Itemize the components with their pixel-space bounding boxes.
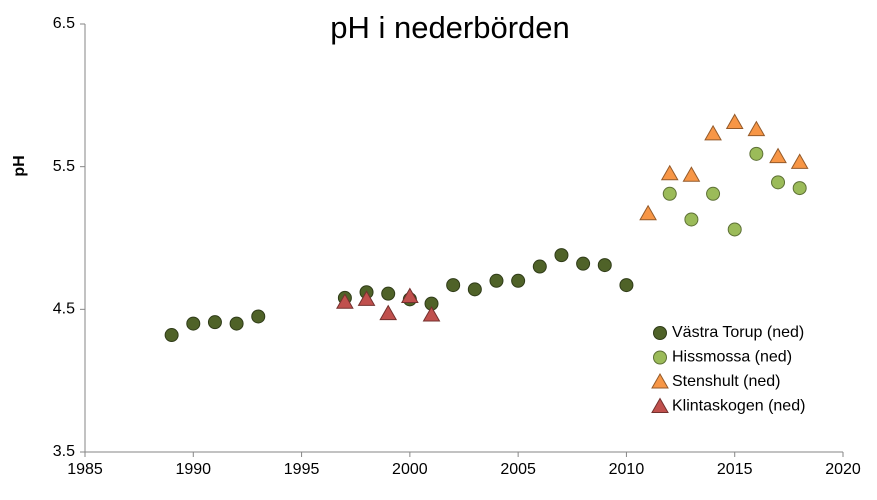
x-tick-label: 2005	[500, 461, 536, 478]
triangle-marker	[682, 166, 701, 182]
y-tick-label: 5.5	[53, 158, 75, 175]
chart-title: pH i nederbörden	[330, 10, 570, 45]
y-tick-label: 4.5	[53, 301, 75, 318]
legend-marker	[653, 326, 667, 340]
circle-marker	[511, 273, 526, 288]
triangle-marker	[422, 306, 441, 322]
circle-marker	[576, 256, 591, 271]
x-tick-label: 2020	[825, 461, 861, 478]
x-tick-label: 1995	[284, 461, 320, 478]
x-tick-label: 2010	[609, 461, 645, 478]
triangle-marker	[379, 304, 398, 321]
circle-marker	[251, 309, 266, 324]
circle-marker	[662, 186, 677, 201]
circle-marker	[792, 181, 807, 196]
triangle-marker	[790, 153, 809, 169]
triangle-marker	[704, 124, 722, 141]
triangle-marker	[639, 204, 657, 221]
circle-marker	[532, 259, 547, 274]
circle-marker	[446, 278, 461, 293]
circle-marker	[489, 273, 504, 288]
circle-marker	[684, 212, 699, 227]
triangle-marker	[400, 287, 419, 303]
legend-label: Hissmossa (ned)	[672, 349, 792, 366]
circle-marker	[771, 175, 786, 190]
legend-marker	[651, 397, 669, 413]
circle-marker	[597, 258, 612, 273]
legend-label: Klintaskogen (ned)	[672, 398, 805, 415]
x-tick-label: 2015	[717, 461, 753, 478]
triangle-marker	[357, 290, 376, 306]
circle-marker	[619, 278, 634, 293]
triangle-marker	[336, 293, 354, 309]
x-tick-label: 2000	[392, 461, 428, 478]
legend-marker	[651, 372, 669, 389]
circle-marker	[186, 316, 201, 331]
y-axis-label: pH	[11, 155, 28, 176]
circle-marker	[229, 316, 244, 331]
circle-marker	[467, 282, 482, 297]
circle-marker	[727, 222, 742, 237]
circle-marker	[554, 248, 569, 263]
triangle-marker	[747, 120, 766, 137]
triangle-marker	[660, 164, 679, 181]
y-tick-label: 3.5	[53, 443, 75, 460]
circle-marker	[381, 286, 396, 301]
triangle-marker	[725, 113, 744, 129]
legend-label: Stenshult (ned)	[672, 373, 781, 390]
x-tick-label: 1990	[175, 461, 211, 478]
x-tick-label: 1985	[67, 461, 103, 478]
circle-marker	[207, 315, 222, 330]
circle-marker	[749, 146, 764, 161]
legend-label: Västra Torup (ned)	[672, 324, 804, 341]
y-tick-label: 6.5	[53, 15, 75, 32]
circle-marker	[164, 328, 179, 343]
circle-marker	[706, 186, 721, 201]
legend-marker	[653, 350, 667, 365]
triangle-marker	[769, 147, 787, 164]
